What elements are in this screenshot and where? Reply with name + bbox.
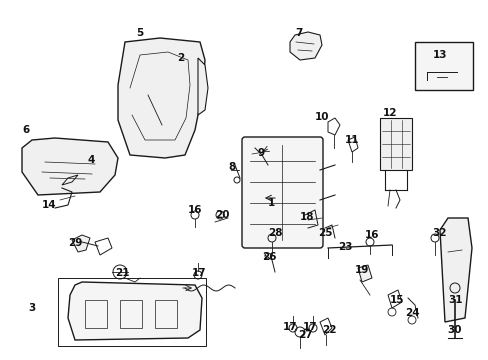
Text: 27: 27	[297, 330, 312, 340]
Polygon shape	[118, 38, 204, 158]
Text: 17: 17	[282, 322, 297, 332]
Text: 6: 6	[22, 125, 29, 135]
Text: 31: 31	[447, 295, 462, 305]
Text: 29: 29	[68, 238, 82, 248]
Text: 5: 5	[136, 28, 143, 38]
Text: 7: 7	[295, 28, 302, 38]
Polygon shape	[357, 265, 371, 282]
Text: 12: 12	[382, 108, 397, 118]
Text: 14: 14	[42, 200, 57, 210]
Text: 15: 15	[389, 295, 404, 305]
Bar	[155, 300, 177, 328]
Polygon shape	[439, 218, 471, 322]
Text: 11: 11	[345, 135, 359, 145]
Bar	[120, 300, 142, 328]
Text: 3: 3	[28, 303, 35, 313]
Text: 18: 18	[299, 212, 314, 222]
Bar	[85, 300, 107, 328]
Text: 17: 17	[192, 268, 206, 278]
Text: 26: 26	[262, 252, 276, 262]
Polygon shape	[198, 58, 207, 115]
Text: 4: 4	[88, 155, 95, 165]
Polygon shape	[22, 138, 118, 195]
Bar	[414, 42, 472, 90]
Text: 22: 22	[321, 325, 336, 335]
Text: 10: 10	[314, 112, 328, 122]
FancyBboxPatch shape	[242, 137, 323, 248]
Text: 13: 13	[432, 50, 447, 60]
Bar	[379, 118, 411, 170]
Text: 24: 24	[404, 308, 419, 318]
Text: 25: 25	[317, 228, 332, 238]
Text: 21: 21	[115, 268, 129, 278]
Polygon shape	[68, 282, 202, 340]
Text: 17: 17	[302, 322, 317, 332]
Text: 23: 23	[337, 242, 352, 252]
Text: 8: 8	[227, 162, 235, 172]
Text: 32: 32	[431, 228, 446, 238]
Text: 16: 16	[187, 205, 202, 215]
Bar	[58, 278, 205, 346]
Polygon shape	[72, 235, 90, 252]
Text: 28: 28	[267, 228, 282, 238]
Text: 19: 19	[354, 265, 368, 275]
Text: 2: 2	[177, 53, 184, 63]
Text: 1: 1	[267, 198, 275, 208]
Text: 9: 9	[258, 148, 264, 158]
Text: 20: 20	[215, 210, 229, 220]
Text: 16: 16	[364, 230, 379, 240]
Text: 30: 30	[447, 325, 461, 335]
Polygon shape	[289, 32, 321, 60]
